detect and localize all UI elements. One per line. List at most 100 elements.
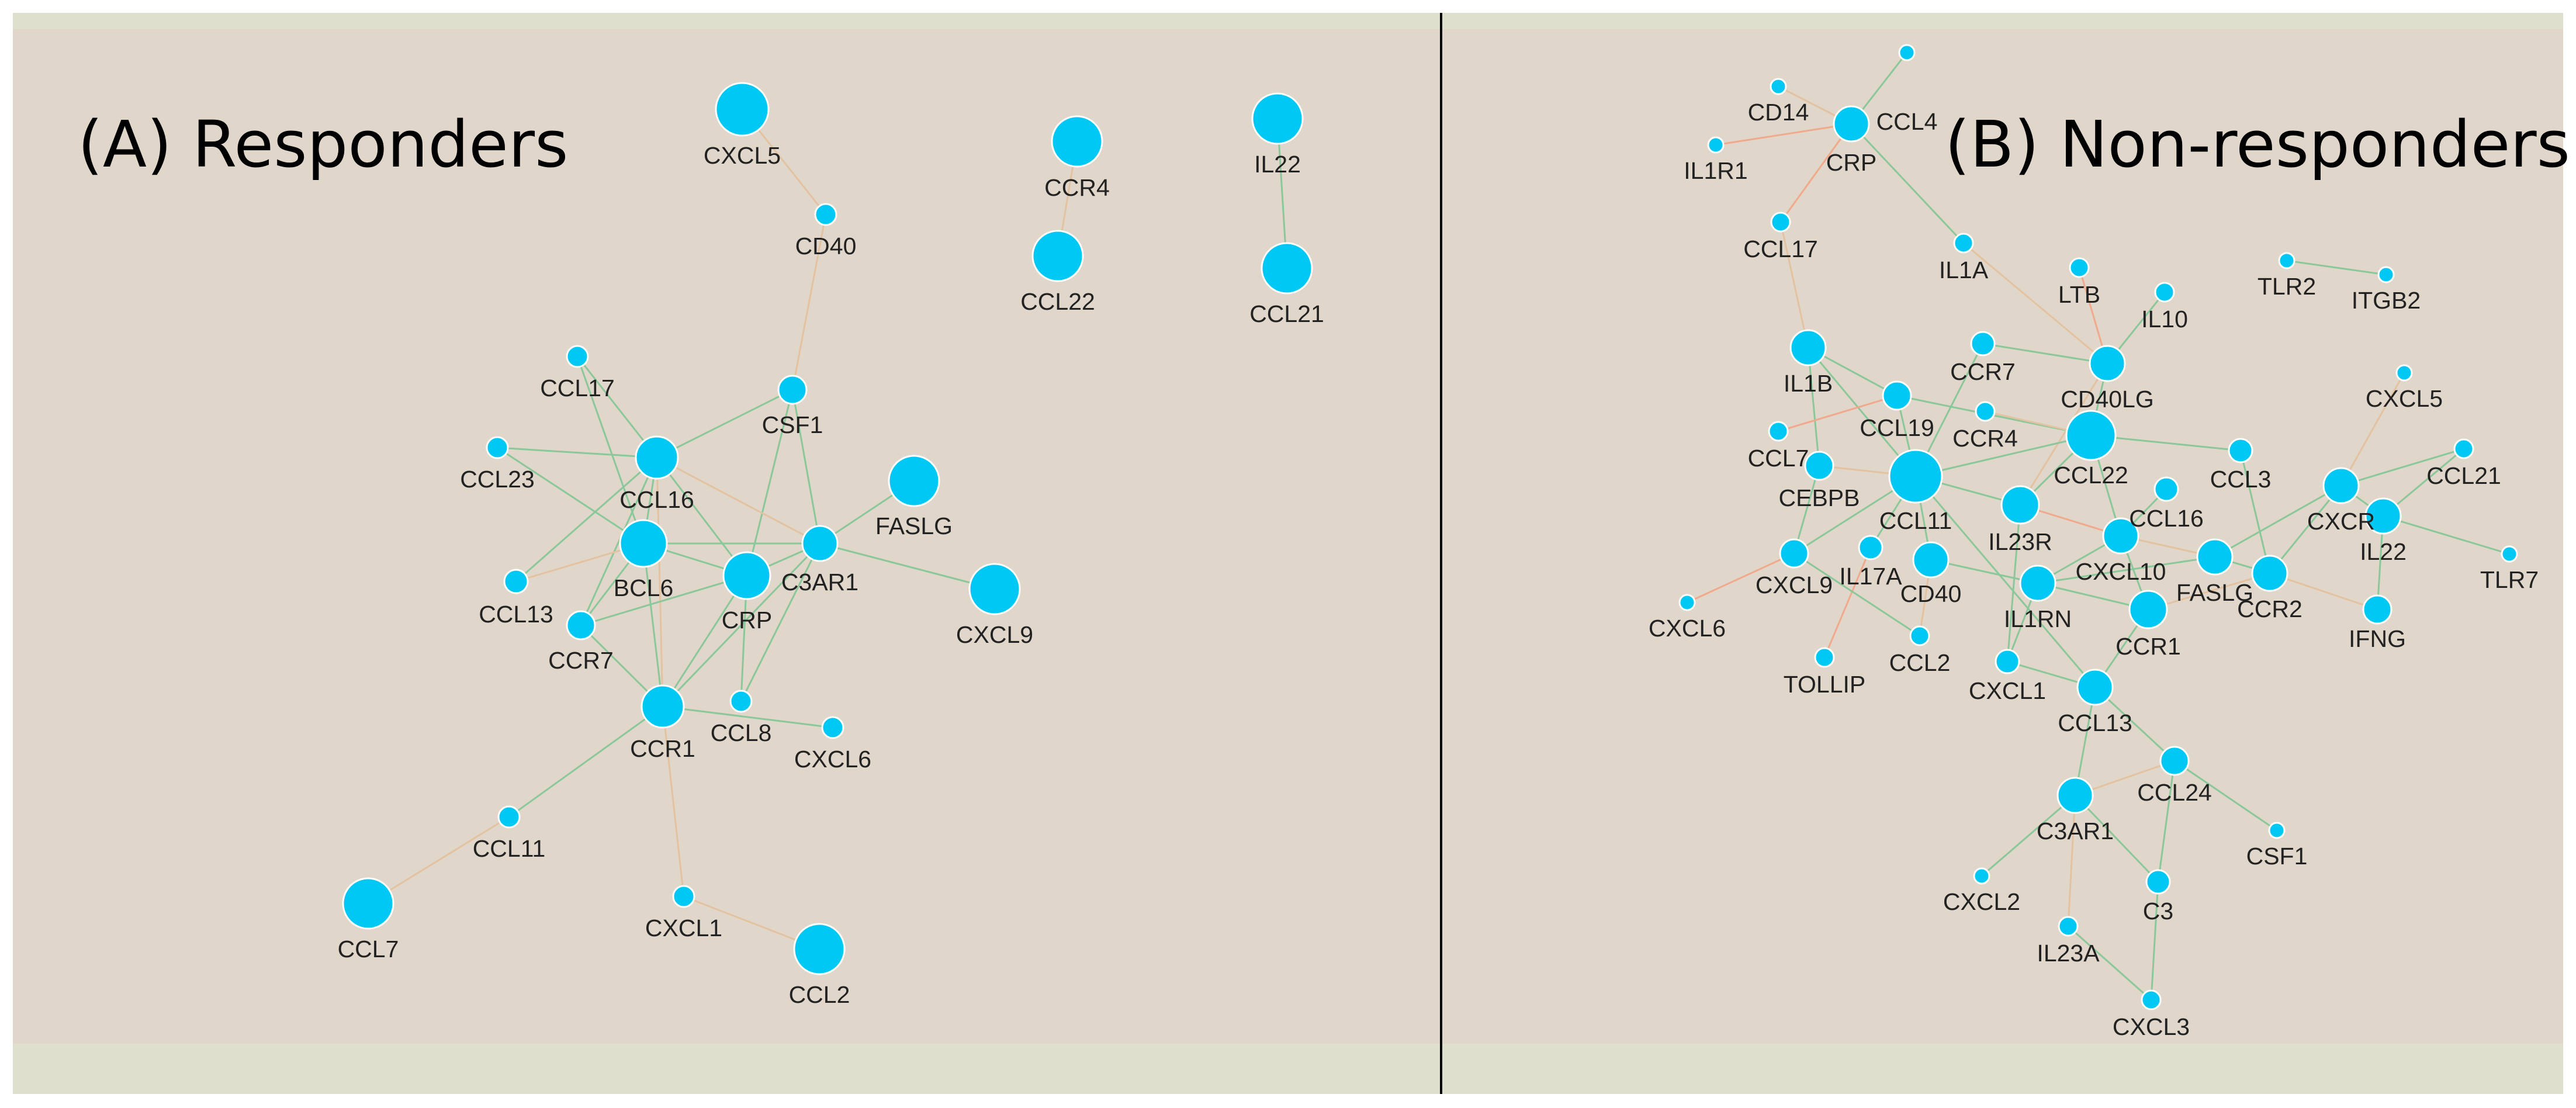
node-cd14[interactable] (1770, 78, 1787, 95)
node-cxcl5[interactable] (715, 82, 770, 137)
edge-cxcr-ccr2 (2269, 485, 2342, 574)
node-cxcl6[interactable] (1678, 594, 1696, 611)
node-label-ccl7: CCL7 (1748, 445, 1809, 472)
node-ccl22[interactable] (2065, 410, 2117, 461)
node-ccr1[interactable] (2128, 590, 2168, 629)
node-ccr7[interactable] (1970, 331, 1996, 356)
node-label-ccl2: CCL2 (1889, 649, 1951, 676)
edge-ccl17-il1b (1779, 221, 1809, 348)
node-ifng[interactable] (2362, 594, 2393, 625)
node-label-ccr7: CCR7 (548, 647, 614, 674)
edge-c3-cxcl3 (2150, 881, 2159, 1000)
node-cebpb[interactable] (1804, 451, 1834, 481)
edge-c3ar1-c3 (2074, 794, 2159, 883)
node-crp[interactable] (722, 551, 771, 600)
node-cd40[interactable] (1912, 541, 1950, 579)
node-ccl8[interactable] (729, 690, 753, 713)
node-il17a[interactable] (1858, 535, 1883, 560)
node-label-ccl16: CCL16 (619, 486, 694, 513)
node-c3ar1[interactable] (2056, 777, 2094, 814)
node-ccr1[interactable] (640, 684, 685, 729)
node-ccl13[interactable] (503, 569, 529, 594)
node-label-cd40: CD40 (795, 233, 857, 259)
node-label-faslg: FASLG (875, 513, 953, 539)
node-ccl7[interactable] (342, 877, 394, 930)
node-c3[interactable] (2145, 869, 2171, 895)
node-tlr2[interactable] (2278, 252, 2295, 269)
edge-crp-ccr1 (662, 575, 748, 707)
node-csf1[interactable] (777, 375, 808, 405)
node-ccl3[interactable] (2228, 438, 2253, 463)
node-itgb2[interactable] (2377, 266, 2395, 283)
node-label-crp: CRP (1826, 149, 1877, 176)
node-il23r[interactable] (2000, 485, 2040, 525)
node-il1rn[interactable] (2019, 565, 2056, 602)
node-il22[interactable] (1251, 92, 1304, 145)
node-ccl17[interactable] (1770, 212, 1791, 233)
node-cxcl9[interactable] (1779, 538, 1809, 569)
node-ccl4[interactable] (1898, 44, 1916, 61)
node-tlr7[interactable] (2501, 545, 2518, 563)
node-il1r1[interactable] (1707, 136, 1725, 154)
node-cxcl3[interactable] (2141, 989, 2162, 1010)
node-ccl2[interactable] (793, 923, 846, 975)
node-tollip[interactable] (1814, 647, 1835, 668)
node-cd40lg[interactable] (2089, 345, 2126, 382)
node-cxcl6[interactable] (821, 716, 844, 739)
node-ccl2[interactable] (1909, 625, 1930, 646)
node-il22[interactable] (2364, 497, 2402, 535)
node-ccl16[interactable] (2153, 476, 2179, 502)
node-cxcl1[interactable] (672, 885, 695, 908)
edge-ccl11-ccl13 (1914, 476, 2096, 688)
node-ccl21[interactable] (2453, 438, 2474, 459)
node-ltb[interactable] (2069, 257, 2090, 278)
node-c3ar1[interactable] (801, 525, 839, 562)
node-csf1[interactable] (2268, 822, 2286, 839)
node-ccl7[interactable] (1768, 421, 1789, 442)
node-label-ccl2: CCL2 (789, 981, 850, 1008)
node-ccr2[interactable] (2251, 555, 2288, 592)
node-faslg[interactable] (888, 455, 940, 507)
node-ccr7[interactable] (566, 610, 596, 640)
node-il1b[interactable] (1789, 329, 1827, 366)
node-ccl24[interactable] (2159, 746, 2190, 776)
panel-b-labels: CCL4 CD14 CRP IL1R1 CCL17 IL1A LTB IL10 TLR2 ITGB… (1649, 99, 2539, 1040)
node-il10[interactable] (2154, 282, 2175, 303)
node-ccl23[interactable] (486, 436, 509, 459)
node-cxcr[interactable] (2322, 467, 2360, 504)
node-ccl19[interactable] (1882, 380, 1912, 411)
node-label-csf1: CSF1 (2246, 843, 2308, 870)
node-ccr4[interactable] (1051, 115, 1103, 168)
node-cxcl10[interactable] (2102, 517, 2139, 555)
node-crp[interactable] (1833, 105, 1870, 143)
node-ccl11[interactable] (497, 805, 521, 829)
node-ccl22[interactable] (1031, 230, 1084, 282)
node-ccr4[interactable] (1975, 401, 1996, 422)
node-cd40[interactable] (814, 203, 837, 226)
node-label-il22: IL22 (1254, 151, 1301, 178)
node-cxcl9[interactable] (968, 563, 1021, 615)
node-ccl17[interactable] (566, 345, 589, 368)
node-label-c3: C3 (2143, 898, 2173, 925)
edge-cxcr-ccl21 (2340, 448, 2464, 487)
node-ccl13[interactable] (2076, 669, 2114, 706)
node-cxcl2[interactable] (1973, 867, 1990, 885)
node-label-ccl17: CCL17 (540, 375, 615, 401)
node-bcl6[interactable] (619, 519, 668, 568)
panel-a-area (13, 29, 1441, 1044)
node-il1a[interactable] (1953, 233, 1974, 254)
node-label-ccr1: CCR1 (630, 735, 695, 762)
edge-cxcr-cxcl5 (2340, 372, 2405, 486)
node-label-crp: CRP (722, 607, 773, 633)
node-label-il1a: IL1A (1939, 257, 1989, 283)
node-faslg[interactable] (2196, 538, 2234, 576)
node-cxcl1[interactable] (1995, 649, 2020, 674)
node-label-ccl16: CCL16 (2129, 505, 2204, 532)
node-il23a[interactable] (2058, 916, 2079, 937)
edge-c3ar1-ccl8 (740, 543, 821, 702)
node-ccl21[interactable] (1261, 242, 1313, 295)
edge-ccl24-csf1 (2174, 760, 2277, 832)
node-ccl11[interactable] (1888, 449, 1943, 504)
node-ccl16[interactable] (635, 435, 679, 480)
node-cxcl5[interactable] (2395, 364, 2413, 382)
